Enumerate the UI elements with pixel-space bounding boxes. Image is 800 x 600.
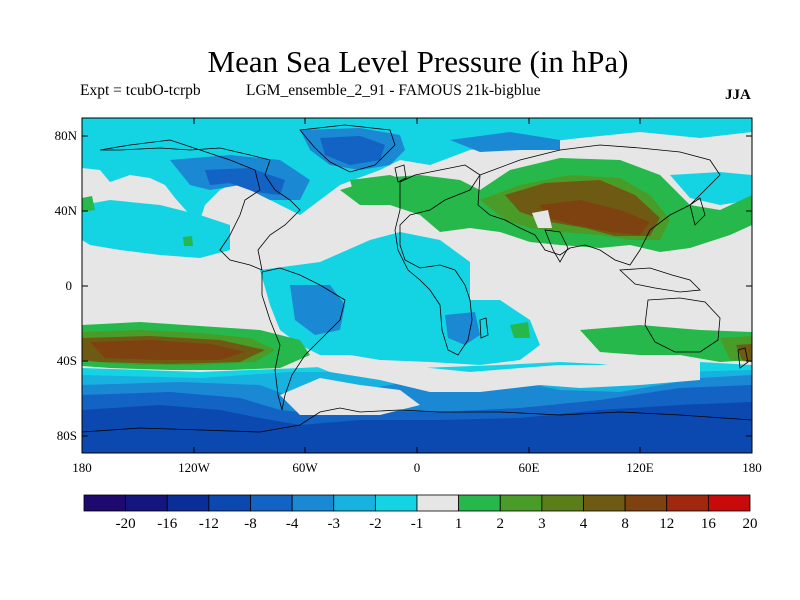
colorbar-label: 1 bbox=[455, 516, 463, 532]
season-label: JJA bbox=[725, 87, 751, 103]
south-america-coast bbox=[261, 267, 346, 411]
colorbar-label: -8 bbox=[244, 516, 257, 532]
colorbar-label: -2 bbox=[369, 516, 382, 532]
asia-coast bbox=[477, 144, 721, 266]
coastlines bbox=[82, 124, 752, 433]
ensemble-label: LGM_ensemble_2_91 - FAMOUS 21k-bigblue bbox=[246, 82, 541, 99]
southeast-asia-islands bbox=[619, 267, 701, 293]
pacific-small-green bbox=[183, 236, 193, 246]
arctic-cyan-region bbox=[82, 118, 752, 220]
colorbar-label: -20 bbox=[116, 516, 136, 532]
map-title: Mean Sea Level Pressure (in hPa) bbox=[207, 44, 629, 79]
colorbar-label: -12 bbox=[199, 516, 219, 532]
colorbar-swatch bbox=[416, 494, 460, 512]
madagascar-coast bbox=[479, 317, 489, 339]
south-atlantic-blue bbox=[290, 285, 345, 335]
eurasia-high-core bbox=[540, 200, 650, 235]
y-tick-label: 40S bbox=[57, 353, 77, 368]
y-tick-label: 40N bbox=[55, 203, 78, 218]
colorbar-swatch bbox=[541, 494, 584, 512]
uk-coast bbox=[394, 164, 407, 183]
colorbar-swatch bbox=[583, 494, 626, 512]
x-tick-label: 120E bbox=[626, 460, 654, 475]
north-pacific-blue bbox=[82, 125, 240, 150]
y-tick-label: 80N bbox=[55, 128, 78, 143]
colorbar-swatch bbox=[291, 494, 335, 512]
colorbar-label: 16 bbox=[701, 516, 717, 532]
india-coast bbox=[544, 229, 569, 263]
antarctica-coast bbox=[82, 407, 752, 433]
x-tick-label: 0 bbox=[414, 460, 421, 475]
y-tick-label: 80S bbox=[57, 428, 77, 443]
colorbar-swatch bbox=[666, 494, 709, 512]
east-africa-green bbox=[510, 322, 530, 338]
colorbar: -20 -16 -12 -8 -4 -3 -2 -1 1 2 3 4 8 12 16 20 bbox=[83, 494, 758, 532]
x-tick-label: 180 bbox=[72, 460, 92, 475]
colorbar-swatch bbox=[83, 494, 127, 512]
japan-coast bbox=[689, 197, 706, 226]
south-pacific-white bbox=[300, 360, 700, 392]
colorbar-label: -3 bbox=[328, 516, 341, 532]
scandinavia-low bbox=[450, 132, 560, 152]
colorbar-swatch bbox=[707, 494, 751, 512]
colorbar-label: -1 bbox=[411, 516, 424, 532]
colorbar-label: -4 bbox=[286, 516, 299, 532]
europe-africa-coast bbox=[394, 164, 481, 356]
colorbar-swatch bbox=[499, 494, 543, 512]
y-tick-label: 0 bbox=[66, 278, 73, 293]
india-white-gap bbox=[532, 210, 552, 228]
colorbar-label: 12 bbox=[659, 516, 674, 532]
x-tick-label: 120W bbox=[178, 460, 211, 475]
east-asia-cyan bbox=[670, 172, 752, 205]
south-indian-core bbox=[736, 344, 752, 362]
experiment-label: Expt = tcubO-tcrpb bbox=[80, 82, 201, 99]
south-pacific-core bbox=[90, 340, 245, 360]
colorbar-label: -16 bbox=[157, 516, 177, 532]
colorbar-label: 3 bbox=[538, 516, 546, 532]
new-zealand-coast bbox=[737, 347, 749, 369]
colorbar-label: 4 bbox=[580, 516, 588, 532]
colorbar-swatch bbox=[458, 494, 501, 512]
colorbar-label: 20 bbox=[743, 516, 758, 532]
pressure-field bbox=[82, 118, 752, 453]
colorbar-swatch bbox=[374, 494, 418, 512]
colorbar-swatch bbox=[250, 494, 293, 512]
antarctica-deep bbox=[82, 402, 752, 453]
africa-blue bbox=[445, 312, 480, 345]
colorbar-label: 8 bbox=[621, 516, 629, 532]
greenland-low-core bbox=[320, 136, 385, 165]
colorbar-swatch bbox=[208, 494, 251, 512]
colorbar-label: 2 bbox=[497, 516, 505, 532]
x-tick-label: 60E bbox=[519, 460, 540, 475]
colorbar-swatch bbox=[166, 494, 210, 512]
axis-ticks bbox=[81, 118, 753, 453]
northeast-pacific-cyan bbox=[82, 200, 230, 258]
x-tick-label: 180 bbox=[742, 460, 762, 475]
greenland-coast bbox=[299, 124, 396, 173]
australia-coast bbox=[644, 297, 721, 353]
colorbar-swatch bbox=[333, 494, 376, 512]
north-atlantic-green bbox=[350, 175, 420, 205]
north-america-coast bbox=[99, 139, 301, 271]
antarctica-grey-gap bbox=[280, 378, 420, 415]
colorbar-swatch bbox=[624, 494, 668, 512]
atlantic-small-green bbox=[82, 196, 95, 212]
x-tick-label: 60W bbox=[292, 460, 318, 475]
south-indian-green bbox=[580, 325, 752, 362]
colorbar-swatch bbox=[125, 494, 168, 512]
